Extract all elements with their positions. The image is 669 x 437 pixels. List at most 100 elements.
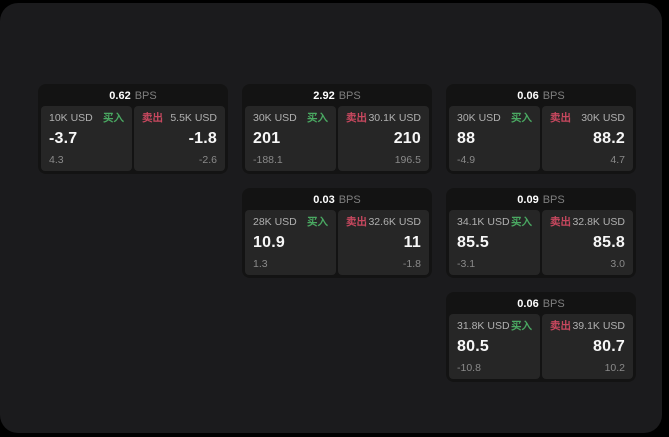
sell-side-label: 卖出 xyxy=(142,112,163,124)
sell-size-label: 30.1K USD xyxy=(368,112,421,124)
sell-change: 4.7 xyxy=(610,153,625,166)
sell-tile[interactable]: 卖出 30K USD 88.2 4.7 xyxy=(542,106,633,171)
bps-unit-label: BPS xyxy=(542,89,565,102)
buy-change: 4.3 xyxy=(49,153,64,166)
card-header: 0.06 BPS xyxy=(446,292,636,312)
sell-size-label: 39.1K USD xyxy=(572,320,625,332)
bps-unit-label: BPS xyxy=(542,297,565,310)
sell-price: 80.7 xyxy=(593,337,625,355)
buy-price: 10.9 xyxy=(253,233,285,251)
buy-tile-header: 10K USD 买入 xyxy=(49,113,124,124)
buy-tile-header: 31.8K USD 买入 xyxy=(457,321,532,332)
bps-value: 0.03 xyxy=(313,193,335,206)
sell-price: -1.8 xyxy=(188,129,217,147)
buy-size-label: 34.1K USD xyxy=(457,216,510,228)
buy-price: 88 xyxy=(457,129,476,147)
buy-tile-header: 34.1K USD 买入 xyxy=(457,217,532,228)
bps-value: 2.92 xyxy=(313,89,335,102)
buy-tile[interactable]: 10K USD 买入 -3.7 4.3 xyxy=(41,106,132,171)
sell-tile[interactable]: 卖出 32.8K USD 85.8 3.0 xyxy=(542,210,633,275)
bps-value: 0.06 xyxy=(517,89,539,102)
sell-change: 196.5 xyxy=(394,153,421,166)
bps-unit-label: BPS xyxy=(542,193,565,206)
card-header: 2.92 BPS xyxy=(242,84,432,104)
sell-tile[interactable]: 卖出 39.1K USD 80.7 10.2 xyxy=(542,314,633,379)
buy-tile[interactable]: 34.1K USD 买入 85.5 -3.1 xyxy=(449,210,540,275)
sell-size-label: 30K USD xyxy=(581,112,625,124)
sell-size-label: 5.5K USD xyxy=(170,112,217,124)
card-header: 0.09 BPS xyxy=(446,188,636,208)
sell-tile-header: 卖出 30K USD xyxy=(550,113,625,124)
buy-price: 85.5 xyxy=(457,233,489,251)
card-body: 30K USD 买入 88 -4.9 卖出 30K USD 88.2 4.7 xyxy=(446,104,636,174)
card-header: 0.03 BPS xyxy=(242,188,432,208)
card-body: 30K USD 买入 201 -188.1 卖出 30.1K USD 210 1… xyxy=(242,104,432,174)
sell-price: 85.8 xyxy=(593,233,625,251)
sell-size-label: 32.8K USD xyxy=(572,216,625,228)
sell-price: 11 xyxy=(403,233,421,251)
buy-change: -10.8 xyxy=(457,361,481,374)
quote-card: 0.62 BPS 10K USD 买入 -3.7 4.3 卖出 5.5K USD… xyxy=(38,84,228,174)
sell-tile-header: 卖出 32.8K USD xyxy=(550,217,625,228)
buy-tile[interactable]: 30K USD 买入 201 -188.1 xyxy=(245,106,336,171)
sell-tile[interactable]: 卖出 30.1K USD 210 196.5 xyxy=(338,106,429,171)
bps-unit-label: BPS xyxy=(134,89,157,102)
buy-tile-header: 28K USD 买入 xyxy=(253,217,328,228)
sell-side-label: 卖出 xyxy=(550,216,571,228)
quote-cards-grid: 0.62 BPS 10K USD 买入 -3.7 4.3 卖出 5.5K USD… xyxy=(38,84,636,382)
quote-card: 2.92 BPS 30K USD 买入 201 -188.1 卖出 30.1K … xyxy=(242,84,432,174)
buy-change: -3.1 xyxy=(457,257,476,270)
buy-price: 201 xyxy=(253,129,281,147)
card-header: 0.06 BPS xyxy=(446,84,636,104)
bps-value: 0.62 xyxy=(109,89,131,102)
buy-size-label: 30K USD xyxy=(457,112,501,124)
sell-tile-header: 卖出 5.5K USD xyxy=(142,113,217,124)
card-header: 0.62 BPS xyxy=(38,84,228,104)
buy-side-label: 买入 xyxy=(103,112,124,124)
sell-change: 3.0 xyxy=(610,257,625,270)
buy-price: 80.5 xyxy=(457,337,489,355)
card-body: 31.8K USD 买入 80.5 -10.8 卖出 39.1K USD 80.… xyxy=(446,312,636,382)
buy-tile[interactable]: 31.8K USD 买入 80.5 -10.8 xyxy=(449,314,540,379)
sell-tile-header: 卖出 30.1K USD xyxy=(346,113,421,124)
buy-price: -3.7 xyxy=(49,129,78,147)
quote-card: 0.03 BPS 28K USD 买入 10.9 1.3 卖出 32.6K US… xyxy=(242,188,432,278)
buy-size-label: 31.8K USD xyxy=(457,320,510,332)
quote-card: 0.06 BPS 31.8K USD 买入 80.5 -10.8 卖出 39.1… xyxy=(446,292,636,382)
sell-side-label: 卖出 xyxy=(550,320,571,332)
buy-side-label: 买入 xyxy=(307,112,328,124)
buy-side-label: 买入 xyxy=(511,112,532,124)
buy-side-label: 买入 xyxy=(511,320,532,332)
buy-size-label: 30K USD xyxy=(253,112,297,124)
sell-price: 210 xyxy=(393,129,421,147)
buy-tile[interactable]: 28K USD 买入 10.9 1.3 xyxy=(245,210,336,275)
sell-size-label: 32.6K USD xyxy=(368,216,421,228)
buy-change: -188.1 xyxy=(253,153,283,166)
sell-tile-header: 卖出 39.1K USD xyxy=(550,321,625,332)
sell-tile-header: 卖出 32.6K USD xyxy=(346,217,421,228)
card-body: 10K USD 买入 -3.7 4.3 卖出 5.5K USD -1.8 -2.… xyxy=(38,104,228,174)
quote-card: 0.06 BPS 30K USD 买入 88 -4.9 卖出 30K USD 8… xyxy=(446,84,636,174)
buy-size-label: 28K USD xyxy=(253,216,297,228)
sell-tile[interactable]: 卖出 32.6K USD 11 -1.8 xyxy=(338,210,429,275)
buy-tile[interactable]: 30K USD 买入 88 -4.9 xyxy=(449,106,540,171)
buy-side-label: 买入 xyxy=(511,216,532,228)
buy-change: 1.3 xyxy=(253,257,268,270)
bps-unit-label: BPS xyxy=(338,89,361,102)
quote-card: 0.09 BPS 34.1K USD 买入 85.5 -3.1 卖出 32.8K… xyxy=(446,188,636,278)
sell-change: 10.2 xyxy=(604,361,625,374)
buy-side-label: 买入 xyxy=(307,216,328,228)
sell-side-label: 卖出 xyxy=(346,216,367,228)
bps-value: 0.06 xyxy=(517,297,539,310)
bps-value: 0.09 xyxy=(517,193,539,206)
sell-change: -1.8 xyxy=(402,257,421,270)
sell-side-label: 卖出 xyxy=(346,112,367,124)
sell-change: -2.6 xyxy=(198,153,217,166)
app-window: 0.62 BPS 10K USD 买入 -3.7 4.3 卖出 5.5K USD… xyxy=(0,3,662,433)
sell-price: 88.2 xyxy=(593,129,625,147)
sell-tile[interactable]: 卖出 5.5K USD -1.8 -2.6 xyxy=(134,106,225,171)
buy-change: -4.9 xyxy=(457,153,476,166)
card-body: 28K USD 买入 10.9 1.3 卖出 32.6K USD 11 -1.8 xyxy=(242,208,432,278)
sell-side-label: 卖出 xyxy=(550,112,571,124)
buy-tile-header: 30K USD 买入 xyxy=(457,113,532,124)
